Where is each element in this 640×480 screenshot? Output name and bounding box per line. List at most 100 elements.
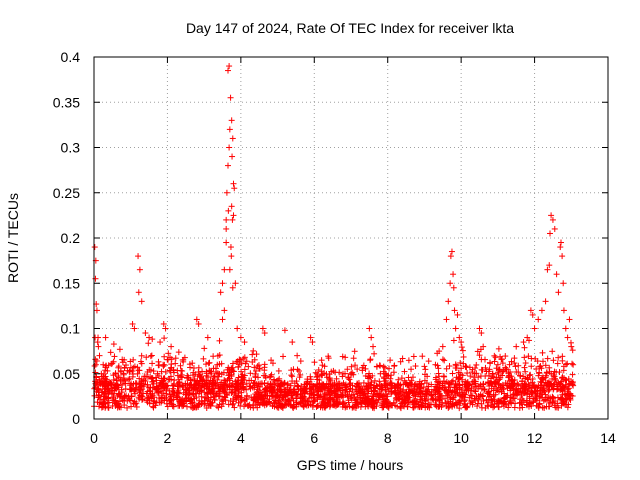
data-point [215,404,222,411]
data-point [260,372,267,379]
y-tick-label: 0.25 [53,185,80,201]
data-point [287,382,294,389]
data-point [296,374,303,381]
data-point [102,375,109,382]
data-point [559,374,566,381]
data-point [303,381,310,388]
data-point [535,316,542,323]
data-point [291,380,298,387]
x-tick-label: 12 [527,430,543,446]
data-point [564,386,571,393]
data-point [192,403,199,410]
data-point [102,367,109,374]
data-point [323,380,330,387]
data-point [478,400,485,407]
data-point [354,380,361,387]
data-point [95,394,102,401]
data-point [91,362,98,369]
data-point [544,266,551,273]
data-point [250,380,257,387]
data-point [406,399,413,406]
data-point [447,394,454,401]
data-point [467,400,474,407]
data-point [266,385,273,392]
data-point [258,381,265,388]
data-point [549,216,556,223]
data-point [269,360,276,367]
data-point [390,399,397,406]
data-point [336,384,343,391]
data-point [520,339,527,346]
data-point [255,362,262,369]
data-point [390,369,397,376]
data-point [493,374,500,381]
data-point [143,390,150,397]
data-point [370,403,377,410]
data-point [508,382,515,389]
data-point [307,334,314,341]
data-point [206,367,213,374]
data-point [371,350,378,357]
data-point [478,356,485,363]
data-point [256,401,263,408]
data-point [265,380,272,387]
data-point [101,383,108,390]
data-point [533,365,540,372]
data-point [351,348,358,355]
data-point [114,381,121,388]
data-point [445,298,452,305]
data-point [229,135,236,142]
data-point [384,393,391,400]
data-point [278,386,285,393]
data-point [137,387,144,394]
data-point [301,390,308,397]
data-point [473,370,480,377]
data-point [251,384,258,391]
data-point [568,378,575,385]
data-point [225,207,232,214]
data-point [403,379,410,386]
data-point [408,377,415,384]
data-point [269,392,276,399]
data-point [135,394,142,401]
data-point [314,371,321,378]
data-point [124,404,131,411]
data-point [110,376,117,383]
data-point [447,253,454,260]
data-point [92,334,99,341]
data-point [507,368,514,375]
data-point [344,392,351,399]
x-tick-label: 6 [310,430,318,446]
data-point [364,396,371,403]
data-point [184,374,191,381]
data-point [309,339,316,346]
data-point [266,374,273,381]
data-point [565,392,572,399]
data-point [527,371,534,378]
data-point [314,403,321,410]
data-point [115,373,122,380]
data-point [312,369,319,376]
data-point [245,363,252,370]
data-point [444,390,451,397]
data-point [456,385,463,392]
data-point [493,400,500,407]
data-point [135,253,142,260]
data-point [126,382,133,389]
data-point [162,368,169,375]
data-point [254,397,261,404]
data-point [330,382,337,389]
data-point [234,380,241,387]
data-point [271,400,278,407]
data-point [542,362,549,369]
data-point [345,399,352,406]
data-point [499,386,506,393]
data-point [225,372,232,379]
data-point [441,357,448,364]
data-point [93,307,100,314]
y-tick-label: 0.3 [61,140,81,156]
data-point [339,353,346,360]
data-point [241,397,248,404]
data-point [128,403,135,410]
data-point [388,372,395,379]
